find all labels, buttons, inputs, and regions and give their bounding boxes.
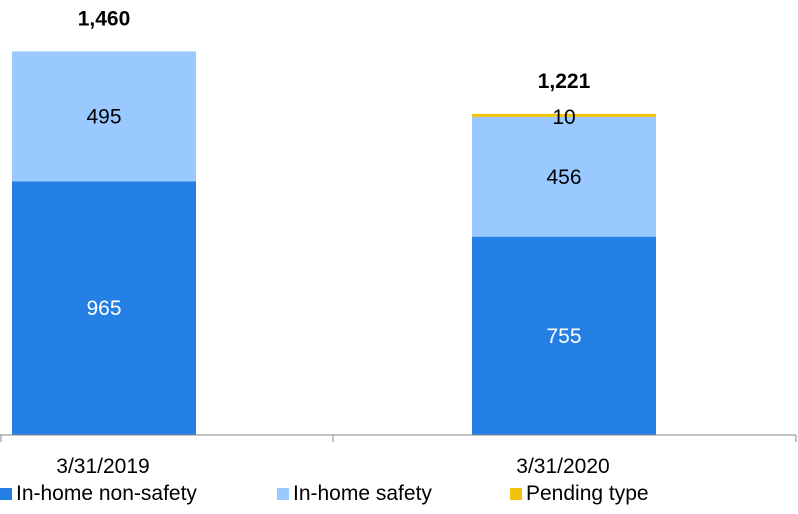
legend: In-home non-safety In-home safety Pending … — [0, 482, 798, 512]
segment-label-2-1: 10 — [552, 106, 575, 129]
legend-item-0: In-home non-safety — [0, 482, 197, 506]
legend-item-1: In-home safety — [277, 482, 432, 506]
legend-label-0: In-home non-safety — [16, 482, 197, 505]
bar-segment-safety-1 — [472, 116, 656, 237]
segment-label-0-1: 755 — [546, 325, 581, 348]
segment-label-1-0: 495 — [86, 105, 121, 128]
legend-label-1: In-home safety — [293, 482, 432, 505]
legend-label-2: Pending type — [526, 482, 649, 505]
legend-item-2: Pending type — [510, 482, 649, 506]
segment-label-0-0: 965 — [86, 297, 121, 320]
segment-label-1-1: 456 — [546, 166, 581, 189]
x-tick-label-0: 3/31/2019 — [56, 455, 149, 478]
total-label-0: 1,460 — [78, 7, 131, 30]
x-axis: 3/31/2019 3/31/2020 — [0, 434, 797, 478]
bar-segment-non-safety-0 — [12, 181, 196, 435]
bar-segment-pending-1 — [472, 113, 656, 117]
bar-segment-safety-0 — [12, 51, 196, 182]
total-labels-layer: 1,460 1,221 — [78, 7, 591, 92]
bars-layer — [12, 51, 656, 435]
legend-swatch-1 — [277, 488, 289, 500]
bar-segment-non-safety-1 — [472, 236, 656, 435]
total-label-1: 1,221 — [538, 70, 591, 93]
segment-labels-layer: 965 495 755 456 10 — [86, 105, 581, 347]
legend-swatch-2 — [510, 488, 522, 500]
legend-swatch-0 — [0, 488, 12, 500]
x-tick-label-1: 3/31/2020 — [516, 455, 609, 478]
